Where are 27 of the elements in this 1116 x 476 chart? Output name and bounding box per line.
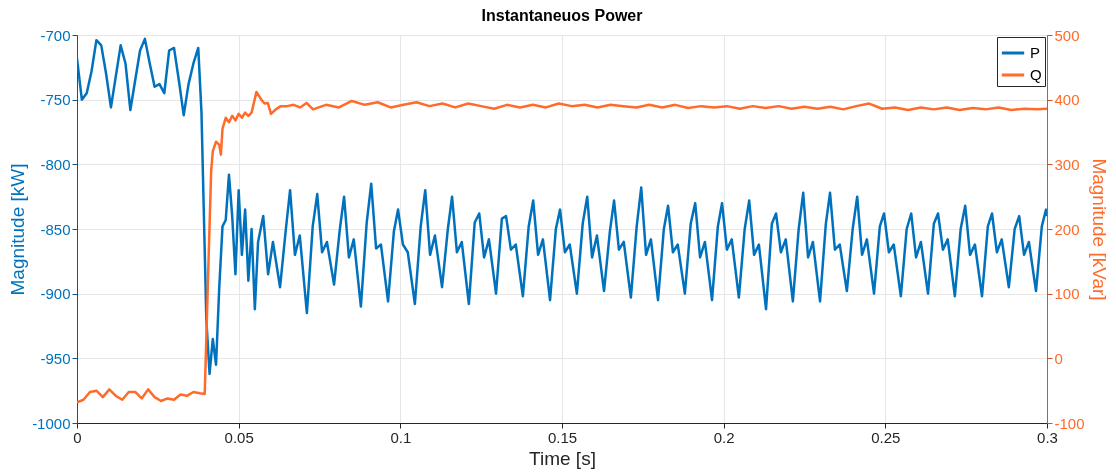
y2-tick-label: 200 <box>1054 220 1080 238</box>
x-tick-label: 0.05 <box>224 428 254 446</box>
line-series <box>77 90 1047 404</box>
y2-tick-label: 100 <box>1054 285 1080 303</box>
y-tick-label: -1000 <box>32 414 71 432</box>
x-axis-title: Time [s] <box>529 447 596 469</box>
legend-label: Q <box>1030 66 1042 83</box>
y-tick-label: -700 <box>40 26 71 44</box>
y2-tick-label: 0 <box>1054 349 1063 367</box>
y2-tick-label: 400 <box>1054 91 1080 109</box>
y-tick-label: -750 <box>40 91 71 109</box>
x-tick-label: 0.1 <box>390 428 412 446</box>
y2-tick-label: 300 <box>1054 155 1080 173</box>
y-tick-label: -850 <box>40 220 71 238</box>
x-tick-label: 0.25 <box>871 428 901 446</box>
y2-tick-label: 500 <box>1054 26 1080 44</box>
y-tick-label: -900 <box>40 285 71 303</box>
legend-label: P <box>1030 44 1041 61</box>
x-tick-label: 0 <box>73 428 82 446</box>
y2-axis-title: Magnitude [kVar] <box>1088 158 1110 301</box>
x-tick-label: 0.2 <box>713 428 735 446</box>
y-tick-label: -800 <box>40 155 71 173</box>
x-tick-label: 0.15 <box>547 428 578 446</box>
line-series <box>77 37 1047 376</box>
y-tick-label: -950 <box>40 349 71 367</box>
y-axis-title: Magnitude [kW] <box>7 163 29 296</box>
chart-title: Instantaneuos Power <box>481 7 643 24</box>
